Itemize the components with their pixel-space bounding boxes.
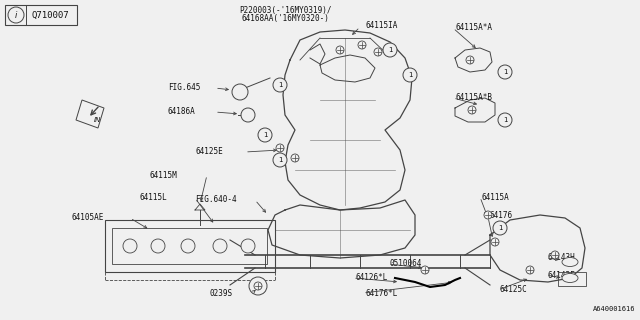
Circle shape bbox=[551, 251, 559, 259]
Text: 64125C: 64125C bbox=[500, 285, 528, 294]
Circle shape bbox=[466, 56, 474, 64]
Text: 0239S: 0239S bbox=[210, 289, 233, 298]
Text: FIG.645: FIG.645 bbox=[168, 84, 200, 92]
Circle shape bbox=[276, 144, 284, 152]
Circle shape bbox=[232, 84, 248, 100]
Text: 64176*L: 64176*L bbox=[365, 289, 397, 298]
Text: FIG.640-4: FIG.640-4 bbox=[195, 196, 237, 204]
Circle shape bbox=[468, 106, 476, 114]
Circle shape bbox=[249, 277, 267, 295]
Text: 1: 1 bbox=[503, 69, 508, 75]
Text: 64115A*B: 64115A*B bbox=[455, 93, 492, 102]
Text: 64115IA: 64115IA bbox=[365, 21, 397, 30]
Circle shape bbox=[254, 282, 262, 290]
Text: 64115M: 64115M bbox=[150, 171, 178, 180]
Text: 1: 1 bbox=[408, 72, 412, 78]
Text: 64143F: 64143F bbox=[548, 270, 576, 279]
Circle shape bbox=[358, 41, 366, 49]
Circle shape bbox=[123, 239, 137, 253]
Circle shape bbox=[291, 154, 299, 162]
Circle shape bbox=[336, 46, 344, 54]
Circle shape bbox=[151, 239, 165, 253]
Circle shape bbox=[241, 108, 255, 122]
Text: P220003(-'16MY0319)/: P220003(-'16MY0319)/ bbox=[239, 5, 332, 14]
Text: 64176: 64176 bbox=[490, 211, 513, 220]
Ellipse shape bbox=[562, 258, 578, 267]
Circle shape bbox=[498, 65, 512, 79]
Text: A640001616: A640001616 bbox=[593, 306, 635, 312]
Text: 1: 1 bbox=[263, 132, 268, 138]
Circle shape bbox=[273, 153, 287, 167]
Circle shape bbox=[484, 211, 492, 219]
Text: 64143H: 64143H bbox=[548, 253, 576, 262]
Circle shape bbox=[8, 7, 24, 23]
Circle shape bbox=[498, 113, 512, 127]
Circle shape bbox=[421, 266, 429, 274]
Text: i: i bbox=[15, 11, 17, 20]
Text: 64168AA('16MY0320-): 64168AA('16MY0320-) bbox=[241, 14, 329, 23]
Text: 1: 1 bbox=[498, 225, 502, 231]
Ellipse shape bbox=[562, 274, 578, 283]
Text: 64115A: 64115A bbox=[482, 193, 509, 202]
Circle shape bbox=[241, 239, 255, 253]
Text: 64115L: 64115L bbox=[140, 194, 168, 203]
Text: 64126*L: 64126*L bbox=[355, 274, 387, 283]
FancyBboxPatch shape bbox=[5, 5, 77, 25]
Circle shape bbox=[383, 43, 397, 57]
Text: 1: 1 bbox=[278, 82, 282, 88]
Circle shape bbox=[273, 78, 287, 92]
Text: 64105AE: 64105AE bbox=[72, 213, 104, 222]
Circle shape bbox=[493, 221, 507, 235]
Circle shape bbox=[403, 68, 417, 82]
Text: Q710007: Q710007 bbox=[31, 11, 69, 20]
Text: 1: 1 bbox=[388, 47, 392, 53]
Text: 1: 1 bbox=[278, 157, 282, 163]
Text: 64186A: 64186A bbox=[168, 108, 196, 116]
Text: 0510064: 0510064 bbox=[390, 260, 422, 268]
Circle shape bbox=[181, 239, 195, 253]
Text: IN: IN bbox=[93, 117, 100, 123]
Circle shape bbox=[258, 128, 272, 142]
Text: 64115A*A: 64115A*A bbox=[455, 23, 492, 33]
Circle shape bbox=[374, 48, 382, 56]
Circle shape bbox=[491, 238, 499, 246]
Text: 1: 1 bbox=[503, 117, 508, 123]
Circle shape bbox=[526, 266, 534, 274]
Circle shape bbox=[213, 239, 227, 253]
Text: 64125E: 64125E bbox=[195, 148, 223, 156]
